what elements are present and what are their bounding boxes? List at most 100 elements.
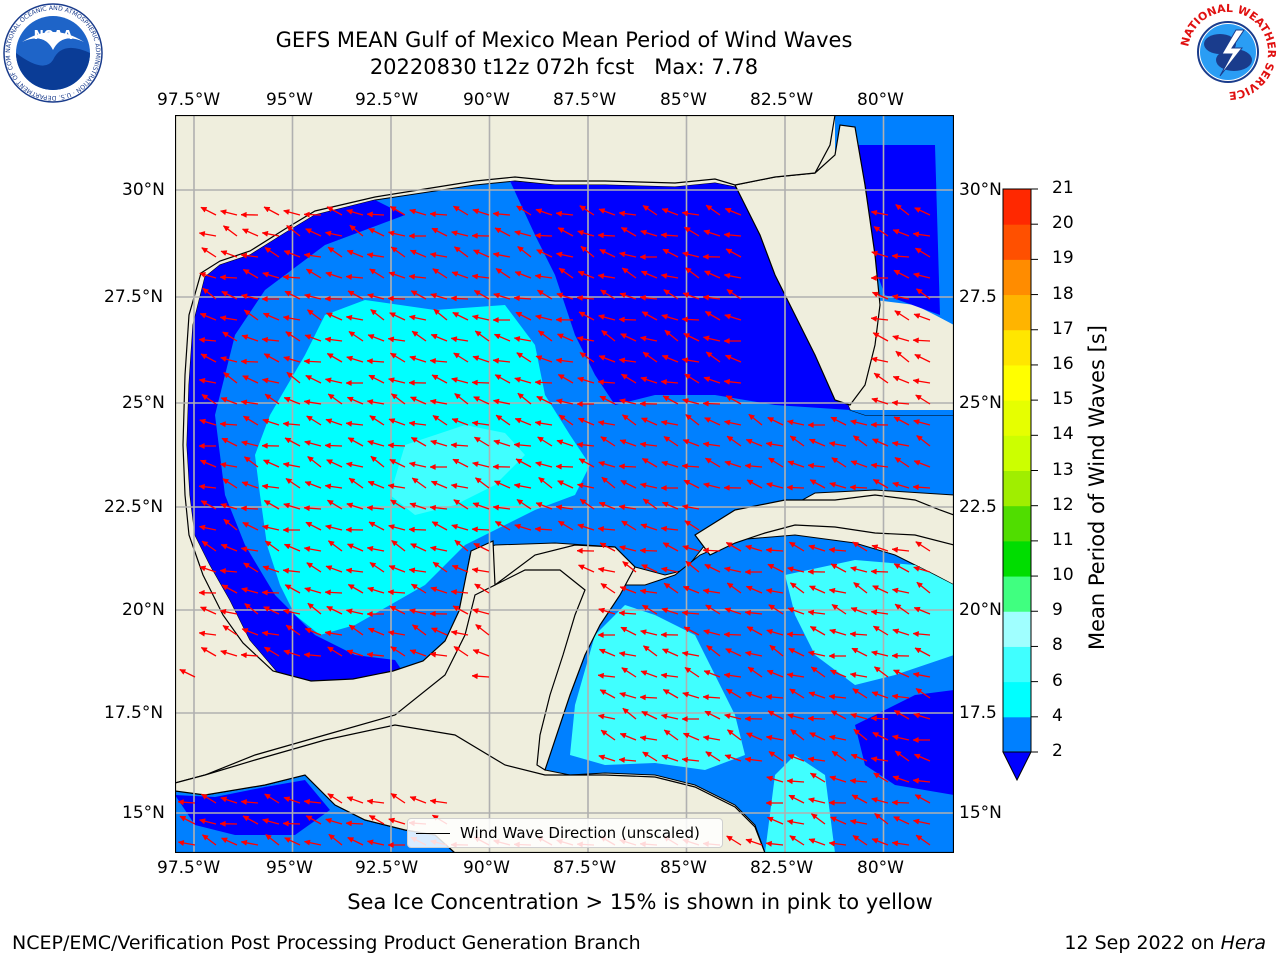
wind-arrow-head [640, 229, 648, 236]
wind-arrow-head [578, 311, 586, 318]
wind-arrow-head [494, 374, 502, 381]
wind-arrow-head [600, 729, 608, 736]
wind-arrow-head [558, 414, 566, 421]
wind-arrow-head [576, 441, 583, 448]
wind-arrow-head [641, 604, 649, 611]
wind-arrow-head [913, 606, 921, 613]
wind-arrow-head [744, 650, 752, 657]
wind-arrow-head [220, 397, 228, 403]
wind-arrow-head [555, 357, 563, 364]
wind-arrow-head [410, 437, 418, 443]
wind-arrow-head [872, 332, 880, 339]
noaa-logo: NATIONAL OCEANIC AND ATMOSPHERIC ADMINIS… [2, 2, 103, 103]
wind-arrow-head [303, 211, 310, 218]
wind-arrow-head [597, 566, 605, 573]
wind-arrow-head [894, 457, 902, 464]
wind-arrow-head [661, 313, 668, 320]
wind-arrow-head [852, 688, 860, 695]
chart-subtitle: 20220830 t12z 072h fcst Max: 7.78 [369, 55, 759, 79]
wind-arrow-head [387, 589, 394, 596]
wind-arrow-head [787, 460, 795, 467]
wind-arrow-head [346, 208, 353, 215]
wind-arrow-head [387, 442, 394, 449]
wind-arrow-head [725, 688, 733, 695]
florida-land [734, 124, 881, 406]
wind-arrow-head [915, 288, 923, 295]
wind-arrow-head [892, 628, 900, 635]
colorbar-tick-label: 10 [1052, 565, 1074, 586]
wind-arrow-head [600, 436, 608, 443]
wind-arrow-head [369, 562, 377, 569]
wind-arrow-head [642, 351, 650, 358]
wind-arrow-head [724, 354, 732, 361]
wind-arrow-head [578, 458, 586, 465]
wind-arrow-head [494, 521, 502, 527]
wind-arrow-head [474, 583, 481, 590]
wind-arrow-head [285, 478, 293, 485]
wind-arrow-head [303, 252, 311, 259]
wind-arrow-head [702, 735, 710, 742]
wind-arrow-head [891, 546, 898, 553]
wind-arrow-head [326, 459, 333, 465]
wind-arrow-head [390, 646, 398, 653]
wind-arrow-head [704, 711, 712, 717]
wind-arrow-head [493, 333, 501, 340]
wind-arrow-head [703, 376, 711, 383]
wind-arrow-head [390, 499, 397, 506]
wind-arrow-head [367, 293, 374, 299]
wind-arrow-head [914, 247, 922, 254]
lat-tick-right: 15°N [959, 803, 1002, 823]
wind-arrow-head [555, 210, 562, 217]
wind-arrow-head [703, 270, 711, 277]
wind-arrow-head [536, 396, 544, 402]
wind-arrow-head [683, 226, 691, 233]
wind-arrow-head [429, 504, 436, 511]
wind-arrow-head [641, 311, 649, 318]
wind-arrow-head [892, 375, 900, 382]
legend-line-swatch [416, 832, 450, 834]
wind-arrow-head [580, 245, 588, 253]
wind-arrow-head [597, 632, 604, 638]
wind-arrow-head [219, 820, 226, 827]
lat-tick-right: 30°N [959, 180, 1002, 200]
wind-arrow-head [221, 438, 229, 444]
wind-arrow-head [704, 311, 712, 317]
wind-arrow-head [537, 330, 545, 337]
wind-arrow-head [368, 228, 376, 234]
wind-arrow-head [286, 225, 293, 232]
wind-arrow-head [345, 380, 352, 386]
colorbar-segment [1003, 540, 1031, 577]
wind-arrow-head [556, 439, 564, 446]
wind-arrow-head [241, 228, 249, 235]
wind-arrow-head [871, 838, 879, 844]
wind-arrow-head [894, 603, 902, 610]
wind-arrow-head [534, 526, 541, 533]
wind-arrow-head [219, 462, 227, 469]
lon-tick-bottom: 90°W [463, 858, 510, 878]
wind-arrow-head [283, 649, 291, 656]
colorbar-tick-label: 16 [1052, 353, 1074, 374]
wind-arrow-head [914, 354, 922, 360]
wind-arrow-head [892, 669, 900, 676]
wind-arrow-head [598, 460, 605, 467]
wind-arrow-head [303, 546, 311, 553]
wind-arrow-head [621, 267, 629, 274]
wind-arrow-head [516, 352, 524, 359]
wind-arrow-head [408, 273, 415, 280]
wind-arrow-head [242, 815, 250, 822]
wind-arrow-head [345, 274, 352, 281]
wind-arrow-head [303, 798, 310, 805]
wind-arrow-head [367, 480, 375, 487]
wind-arrow-head [514, 523, 522, 530]
wind-arrow-head [198, 483, 205, 490]
wind-arrow-head [828, 587, 836, 594]
wind-arrow-head [409, 649, 417, 655]
wind-arrow-head [222, 478, 230, 485]
wind-arrow-head [745, 838, 753, 845]
colorbar-tick-label: 4 [1052, 705, 1063, 726]
wind-arrow-head [618, 504, 626, 511]
wind-arrow-head [451, 523, 458, 530]
wind-arrow-head [913, 460, 921, 466]
wind-arrow-head [429, 464, 436, 470]
wind-arrow-head [387, 842, 394, 848]
